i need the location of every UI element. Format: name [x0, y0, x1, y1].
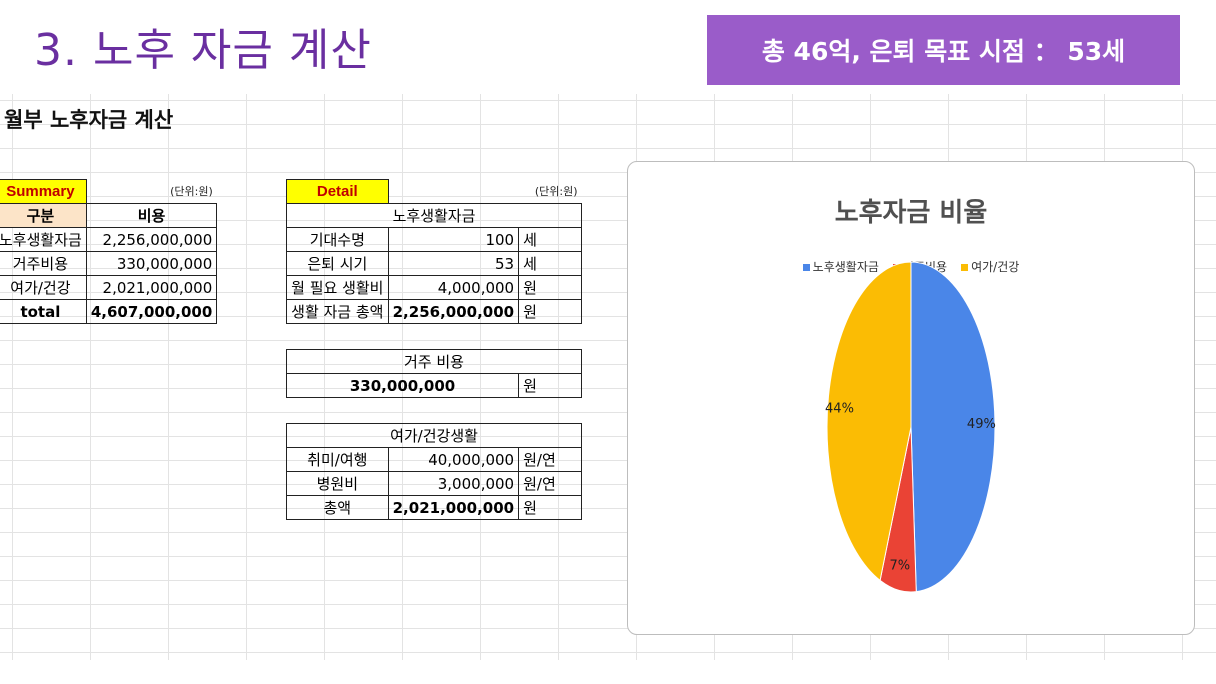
- legend-swatch: [961, 264, 969, 271]
- living-row: 생활 자금 총액 2,256,000,000 원: [286, 299, 582, 324]
- summary-row: 노후생활자금 2,256,000,000: [0, 227, 218, 252]
- living-row-value: 53: [387, 251, 520, 276]
- summary-row-value: 2,256,000,000: [85, 227, 218, 252]
- living-row-name: 월 필요 생활비: [286, 275, 389, 300]
- legend-label: 여가/건강: [971, 260, 1020, 274]
- leisure-row-value: 2,021,000,000: [387, 495, 520, 520]
- summary-row-value: 330,000,000: [85, 251, 218, 276]
- leisure-row-unit: 원/연: [518, 471, 582, 496]
- living-row-value: 2,256,000,000: [387, 299, 520, 324]
- detail-label: Detail: [286, 179, 389, 204]
- summary-row-name: 거주비용: [0, 251, 87, 276]
- housing-value: 330,000,000: [285, 373, 520, 398]
- summary-header-category: 구분: [0, 203, 87, 228]
- summary-label: Summary: [0, 179, 87, 204]
- summary-unit: (단위:원): [170, 185, 213, 199]
- living-row-name: 기대수명: [286, 227, 389, 252]
- detail-unit: (단위:원): [534, 185, 578, 199]
- pie-chart-panel[interactable]: 노후자금 비율 노후생활자금 거주비용 여가/건강 49%7%44%: [627, 161, 1195, 635]
- summary-row: 거주비용 330,000,000: [0, 251, 218, 276]
- leisure-row: 병원비 3,000,000 원/연: [286, 471, 582, 496]
- housing-header: 거주 비용: [286, 349, 582, 374]
- legend-item: 여가/건강: [961, 258, 1019, 275]
- leisure-row-name: 병원비: [286, 471, 389, 496]
- summary-table: Summary (단위:원) 구분 비용 노후생활자금 2,256,000,00…: [0, 179, 218, 324]
- pie-data-label: 44%: [825, 401, 854, 416]
- sheet-title: 월부 노후자금 계산: [4, 108, 174, 132]
- summary-row-value: 2,021,000,000: [85, 275, 218, 300]
- legend-label: 노후생활자금: [812, 260, 879, 274]
- summary-header-cost: 비용: [85, 203, 218, 228]
- pie-chart: 49% 7% 44%: [825, 261, 996, 593]
- living-row-value: 100: [387, 227, 520, 252]
- slide-title: 3. 노후 자금 계산: [34, 25, 372, 76]
- leisure-row-name: 총액: [286, 495, 389, 520]
- summary-row-name: 노후생활자금: [0, 227, 87, 252]
- legend-item: 노후생활자금: [802, 258, 879, 275]
- summary-row: 여가/건강 2,021,000,000: [0, 275, 218, 300]
- leisure-header: 여가/건강생활: [286, 423, 582, 448]
- housing-unit: 원: [518, 373, 582, 398]
- chart-title: 노후자금 비율: [834, 198, 988, 228]
- pie-slice-1: [910, 261, 996, 593]
- pie-data-label: 49%: [967, 417, 996, 432]
- living-row-unit: 세: [518, 251, 582, 276]
- legend-swatch: [802, 264, 810, 271]
- living-row-name: 생활 자금 총액: [286, 299, 389, 324]
- leisure-row-unit: 원/연: [518, 447, 582, 472]
- living-row-unit: 원: [518, 275, 582, 300]
- leisure-row: 취미/여행 40,000,000 원/연: [286, 447, 582, 472]
- leisure-row-unit: 원: [518, 495, 582, 520]
- pie-slice-3: [826, 261, 912, 582]
- leisure-row-value: 3,000,000: [387, 471, 520, 496]
- summary-row-name: 여가/건강: [0, 275, 87, 300]
- living-row: 은퇴 시기 53 세: [286, 251, 582, 276]
- living-row-value: 4,000,000: [387, 275, 520, 300]
- living-row-unit: 원: [518, 299, 582, 324]
- leisure-row-name: 취미/여행: [286, 447, 389, 472]
- pie-data-label: 7%: [890, 559, 911, 574]
- summary-banner: 총 46억, 은퇴 목표 시점 ： 53세: [707, 15, 1180, 85]
- living-row: 기대수명 100 세: [286, 227, 582, 252]
- living-row-name: 은퇴 시기: [286, 251, 389, 276]
- living-row: 월 필요 생활비 4,000,000 원: [286, 275, 582, 300]
- leisure-row-value: 40,000,000: [387, 447, 520, 472]
- leisure-row: 총액 2,021,000,000 원: [286, 495, 582, 520]
- summary-total-value: 4,607,000,000: [85, 299, 218, 324]
- living-row-unit: 세: [518, 227, 582, 252]
- detail-table: Detail (단위:원) 노후생활자금 기대수명 100 세 은퇴 시기 53…: [285, 179, 582, 520]
- living-fund-header: 노후생활자금: [286, 203, 582, 228]
- summary-total-label: total: [0, 299, 87, 324]
